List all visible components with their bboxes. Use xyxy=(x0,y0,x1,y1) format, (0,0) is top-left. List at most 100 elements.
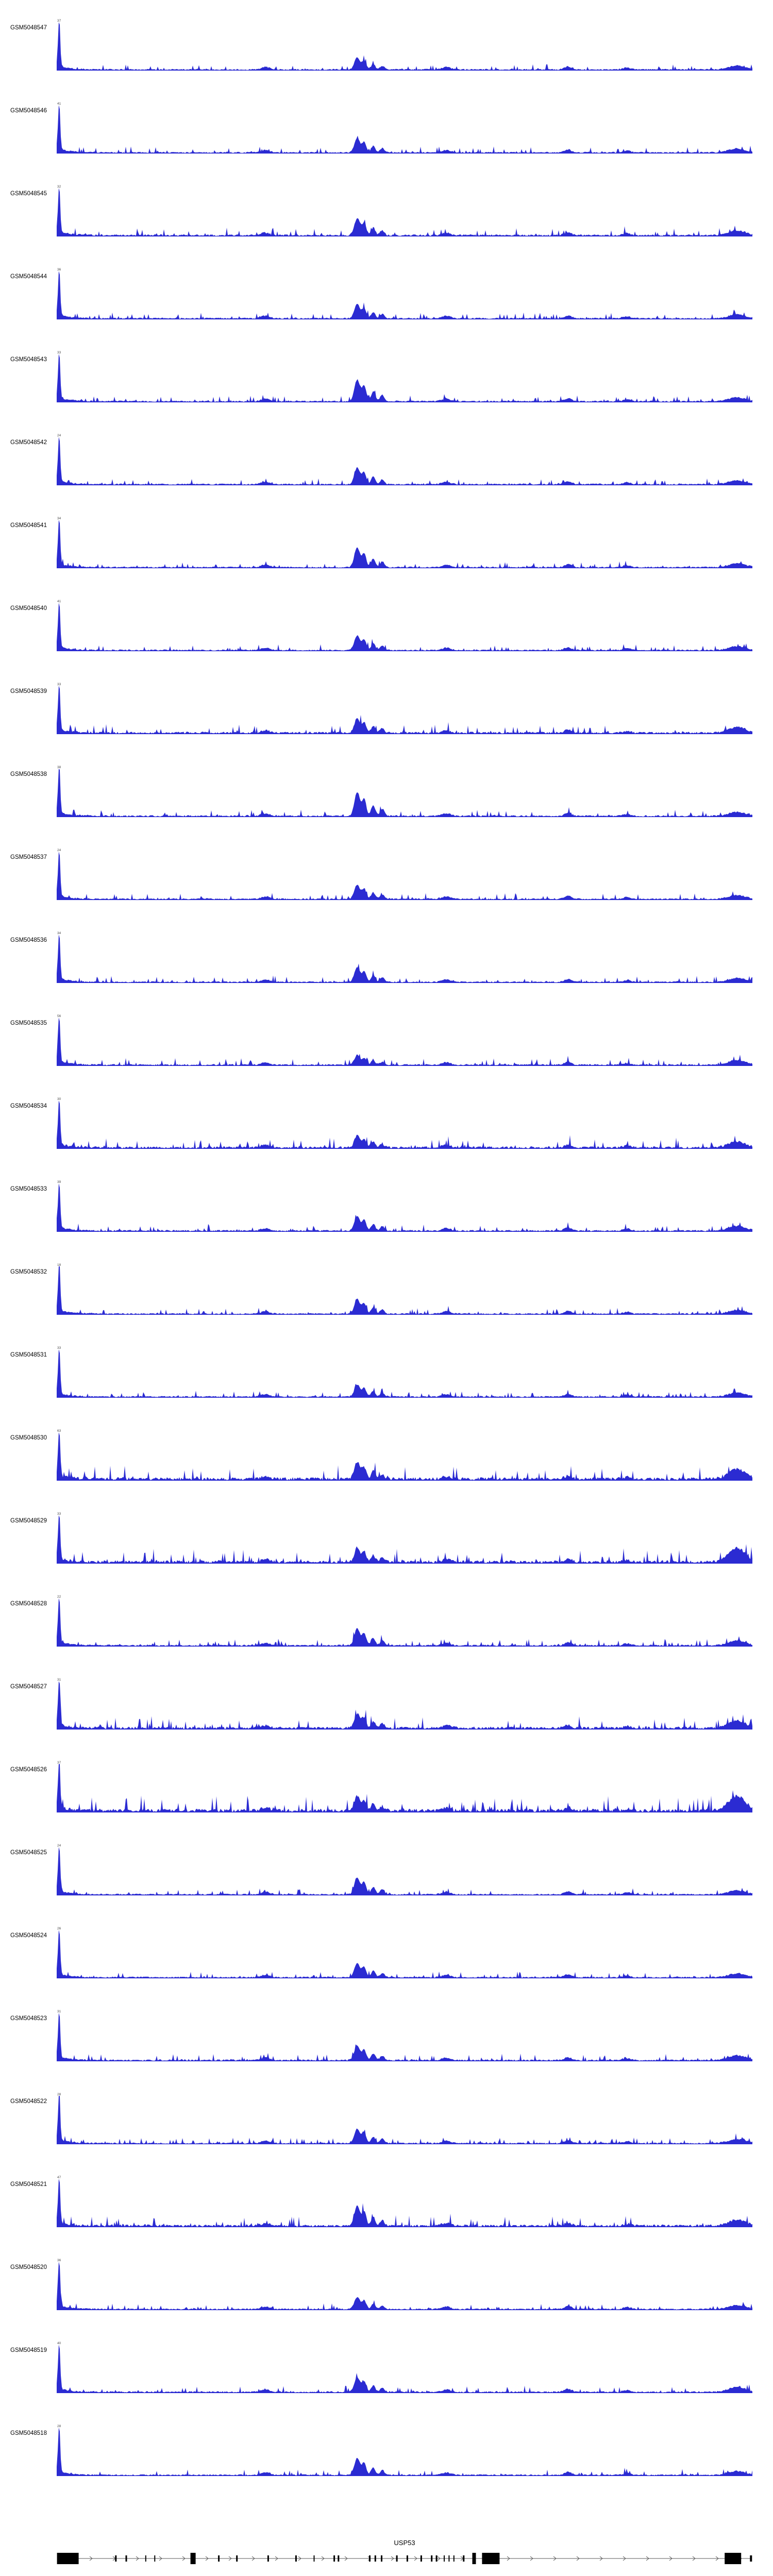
track-ymax-label: 47 xyxy=(57,2176,61,2179)
track-plot: 39 xyxy=(57,1179,752,1235)
track-label: GSM5048518 xyxy=(10,2430,47,2436)
coverage-signal-chart: 31 xyxy=(57,2010,752,2061)
track-ymax-label: 39 xyxy=(57,1180,61,1184)
coverage-signal-chart: 36 xyxy=(57,2259,752,2310)
track-plot: 38 xyxy=(57,764,752,821)
coverage-signal-chart: 47 xyxy=(57,2176,752,2227)
track-plot: 28 xyxy=(57,2091,752,2148)
track-label: GSM5048525 xyxy=(10,1850,47,1856)
coverage-area xyxy=(57,1681,752,1730)
track-row: GSM5048541 34 xyxy=(0,512,773,595)
track-row: GSM5048539 33 xyxy=(0,678,773,761)
track-ymax-label: 24 xyxy=(57,434,61,437)
coverage-signal-chart: 22 xyxy=(57,1595,752,1647)
coverage-area xyxy=(57,188,752,236)
coverage-area xyxy=(57,520,752,568)
track-row: GSM5048522 28 xyxy=(0,2088,773,2171)
track-plot: 24 xyxy=(57,847,752,904)
track-label: GSM5048524 xyxy=(10,1933,47,1939)
coverage-signal-chart: 28 xyxy=(57,2425,752,2476)
track-ymax-label: 38 xyxy=(57,766,61,769)
coverage-area xyxy=(57,1100,752,1149)
track-label: GSM5048538 xyxy=(10,771,47,777)
track-ymax-label: 32 xyxy=(57,185,61,189)
track-ymax-label: 41 xyxy=(57,600,61,603)
gene-name-label: USP53 xyxy=(394,2539,415,2547)
coverage-area xyxy=(57,1349,752,1398)
track-row: GSM5048533 39 xyxy=(0,1176,773,1259)
track-plot: 47 xyxy=(57,2174,752,2231)
coverage-signal-chart: 33 xyxy=(57,1346,752,1398)
track-plot: 31 xyxy=(57,1676,752,1733)
track-plot: 37 xyxy=(57,1759,752,1816)
coverage-area xyxy=(57,1018,752,1066)
track-ymax-label: 34 xyxy=(57,517,61,520)
coverage-signal-chart: 24 xyxy=(57,1844,752,1895)
track-label: GSM5048536 xyxy=(10,937,47,943)
track-plot: 28 xyxy=(57,2423,752,2480)
track-plot: 34 xyxy=(57,515,752,572)
coverage-area xyxy=(57,1266,752,1315)
track-row: GSM5048538 38 xyxy=(0,761,773,844)
gene-exons xyxy=(57,2553,752,2564)
track-plot: 24 xyxy=(57,1842,752,1899)
coverage-signal-chart: 18 xyxy=(57,1263,752,1315)
track-row: GSM5048536 34 xyxy=(0,927,773,1010)
track-label: GSM5048544 xyxy=(10,274,47,280)
track-row: GSM5048530 63 xyxy=(0,1425,773,1507)
track-label: GSM5048542 xyxy=(10,439,47,446)
coverage-signal-chart: 56 xyxy=(57,1014,752,1066)
track-plot: 32 xyxy=(57,183,752,240)
coverage-area xyxy=(57,1183,752,1232)
track-plot: 41 xyxy=(57,100,752,157)
track-label: GSM5048534 xyxy=(10,1103,47,1109)
track-label: GSM5048527 xyxy=(10,1684,47,1690)
track-ymax-label: 56 xyxy=(57,1014,61,1018)
coverage-area xyxy=(57,1847,752,1895)
coverage-area xyxy=(57,437,752,485)
track-plot: 56 xyxy=(57,1013,752,1070)
track-row: GSM5048544 36 xyxy=(0,263,773,346)
track-row: GSM5048520 36 xyxy=(0,2254,773,2337)
track-row: GSM5048531 33 xyxy=(0,1342,773,1425)
track-ymax-label: 31 xyxy=(57,2010,61,2013)
coverage-area xyxy=(57,686,752,734)
track-row: GSM5048524 26 xyxy=(0,1922,773,2005)
coverage-signal-chart: 33 xyxy=(57,1512,752,1564)
coverage-area xyxy=(57,1515,752,1564)
track-row: GSM5048525 24 xyxy=(0,1839,773,1922)
track-label: GSM5048531 xyxy=(10,1352,47,1358)
coverage-area xyxy=(57,2013,752,2061)
track-label: GSM5048540 xyxy=(10,605,47,612)
track-label: GSM5048543 xyxy=(10,357,47,363)
track-label: GSM5048523 xyxy=(10,2015,47,2022)
track-row: GSM5048547 37 xyxy=(0,14,773,97)
coverage-area xyxy=(57,22,752,71)
track-ymax-label: 30 xyxy=(57,1097,61,1101)
track-label: GSM5048547 xyxy=(10,25,47,31)
coverage-area xyxy=(57,2428,752,2476)
track-plot: 33 xyxy=(57,1345,752,1401)
track-ymax-label: 37 xyxy=(57,1761,61,1765)
track-label: GSM5048533 xyxy=(10,1186,47,1192)
track-plot: 63 xyxy=(57,1428,752,1484)
track-plot: 33 xyxy=(57,1511,752,1567)
track-row: GSM5048540 41 xyxy=(0,595,773,678)
track-label: GSM5048530 xyxy=(10,1435,47,1441)
coverage-area xyxy=(57,2345,752,2393)
track-plot: 36 xyxy=(57,2257,752,2314)
gene-model-chart xyxy=(57,2553,752,2564)
track-plot: 33 xyxy=(57,349,752,406)
track-plot: 41 xyxy=(57,598,752,655)
track-ymax-label: 33 xyxy=(57,683,61,686)
track-row: GSM5048542 24 xyxy=(0,429,773,512)
track-ymax-label: 41 xyxy=(57,102,61,106)
track-plot: 24 xyxy=(57,432,752,489)
coverage-area xyxy=(57,769,752,817)
coverage-area xyxy=(57,1598,752,1647)
track-ymax-label: 37 xyxy=(57,19,61,23)
coverage-signal-chart: 34 xyxy=(57,517,752,568)
track-row: GSM5048534 30 xyxy=(0,1093,773,1176)
track-ymax-label: 28 xyxy=(57,2425,61,2428)
track-plot: 37 xyxy=(57,18,752,74)
